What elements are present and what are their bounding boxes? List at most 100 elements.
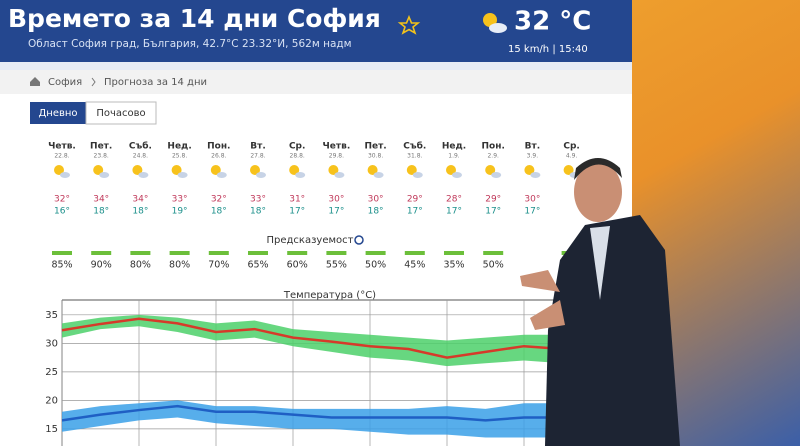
day-name: Пон. (207, 142, 230, 152)
info-icon[interactable] (354, 235, 364, 245)
day-date: 24.8. (133, 153, 148, 160)
predictability-bar (287, 251, 308, 255)
predictability-bar (91, 251, 112, 255)
predictability-value: 70% (208, 260, 229, 271)
day-name: Пет. (90, 142, 112, 152)
day-date: 31.8. (407, 153, 422, 160)
weather-icon (132, 165, 143, 175)
weather-icon (289, 165, 300, 175)
temp-low: 17° (328, 207, 344, 217)
temp-low: 18° (368, 207, 384, 217)
predictability-bar (248, 251, 268, 255)
day-name: Нед. (167, 142, 191, 152)
day-date: 3.9. (527, 153, 539, 160)
temp-high: 33° (172, 195, 188, 205)
weather-icon (524, 165, 535, 175)
temp-high: 32° (211, 195, 227, 205)
breadcrumb-current: Прогноза за 14 дни (104, 77, 207, 88)
tab-active[interactable] (30, 102, 86, 124)
day-name: Съб. (403, 141, 426, 152)
predictability-bar (365, 251, 386, 255)
weather-icon-cloud (530, 172, 541, 178)
day-name: Ср. (289, 142, 305, 152)
weather-icon-cloud (452, 172, 462, 178)
day-name: Вт. (250, 142, 266, 152)
predictability-value: 50% (483, 260, 504, 271)
y-tick-label: 15 (45, 424, 58, 435)
weather-icon (93, 165, 104, 175)
presenter (520, 158, 680, 446)
breadcrumb-chevron (91, 77, 96, 87)
weather-icon-cloud (256, 172, 266, 178)
day-date: 4.9. (566, 153, 578, 160)
temp-high: 30° (524, 195, 540, 205)
temp-high: 29° (485, 195, 501, 205)
temp-low: 17° (289, 207, 305, 217)
predictability-value: 55% (326, 260, 347, 271)
home-icon[interactable] (30, 77, 40, 86)
day-name: Пон. (482, 142, 505, 152)
temp-low: 18° (132, 207, 148, 217)
weather-icon-cloud (60, 172, 70, 178)
current-temp: 32 °C (514, 7, 591, 37)
predictability-value: 50% (365, 260, 386, 271)
predictability-value: 35% (443, 260, 464, 271)
weather-icon-cloud (373, 172, 384, 178)
weather-icon (406, 165, 417, 175)
predictability-value: 45% (404, 260, 425, 271)
predictability-value: 80% (130, 260, 151, 271)
tab-label[interactable]: Почасово (96, 108, 145, 119)
predictability-value: 80% (169, 260, 190, 271)
divider (0, 62, 632, 70)
day-name: Четв. (48, 142, 76, 152)
predictability-value: 65% (247, 260, 268, 271)
predictability-bar (483, 251, 504, 255)
breadcrumb-link[interactable]: София (48, 77, 82, 88)
y-tick-label: 20 (45, 395, 58, 406)
location-subtitle: Област София град, България, 42.7°C 23.3… (28, 38, 352, 50)
y-tick-label: 35 (45, 310, 58, 321)
predictability-value: 90% (91, 260, 112, 271)
predictability-bar (52, 251, 72, 255)
day-date: 28.8. (290, 153, 305, 160)
day-date: 2.9. (487, 153, 499, 160)
weather-icon (250, 165, 260, 175)
day-name: Ср. (563, 142, 579, 152)
tab[interactable] (85, 101, 157, 125)
day-name: Вт. (525, 142, 541, 152)
day-date: 30.8. (368, 153, 383, 160)
day-name: Съб. (129, 141, 152, 152)
temp-low: 19° (172, 207, 188, 217)
predictability-bar (130, 251, 151, 255)
temp-low: 17° (407, 207, 423, 217)
weather-icon (446, 165, 456, 175)
temp-low: 16° (54, 207, 70, 217)
predictability-value: 85% (51, 260, 72, 271)
temp-high: 32° (54, 195, 70, 205)
temp-high: 31° (289, 195, 305, 205)
wind-time: 15 km/h | 15:40 (508, 44, 588, 55)
weather-icon-cloud (295, 172, 306, 178)
favorite-star[interactable] (397, 14, 421, 35)
temp-low: 17° (446, 207, 462, 217)
temp-high: 28° (446, 195, 462, 205)
day-date: 23.8. (94, 153, 109, 160)
day-date: 25.8. (172, 153, 187, 160)
weather-icon (563, 165, 574, 175)
header-bar (0, 0, 632, 62)
chart-title: Температура (°C) (283, 290, 376, 301)
day-name: Четв. (323, 142, 351, 152)
weather-icon (54, 165, 64, 175)
range-band (62, 400, 563, 438)
day-name: Пет. (364, 142, 386, 152)
weather-icon (483, 13, 507, 33)
weather-icon (485, 165, 496, 175)
day-date: 22.8. (54, 153, 69, 160)
temp-high: 30° (328, 195, 344, 205)
predictability-bar (404, 251, 425, 255)
tab-label[interactable]: Дневно (38, 108, 77, 119)
predictability-label: Предсказуемост (267, 235, 354, 246)
temp-low: 18° (250, 207, 266, 217)
temp-low: 18° (93, 207, 109, 217)
